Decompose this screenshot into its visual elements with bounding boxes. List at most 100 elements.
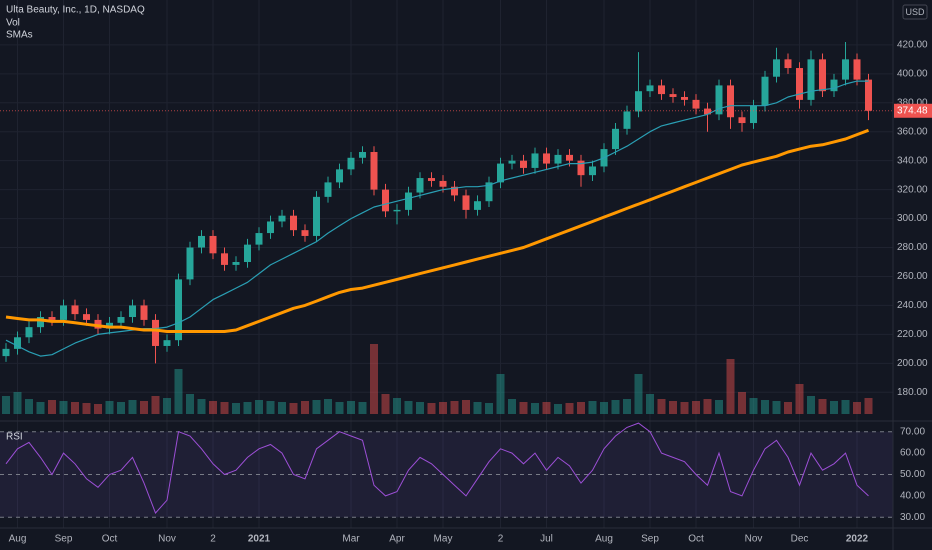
- candle-body: [37, 317, 44, 328]
- y-tick-label: 360.00: [897, 126, 928, 137]
- last-price-label: 374.48: [897, 105, 928, 116]
- rsi-tick-label: 50.00: [900, 469, 925, 480]
- volume-bar: [105, 401, 114, 414]
- candle-body: [163, 340, 171, 346]
- volume-bar: [508, 399, 516, 414]
- volume-bar: [220, 402, 229, 414]
- volume-bar: [623, 399, 631, 414]
- rsi-tick-label: 70.00: [900, 426, 925, 437]
- candle-body: [635, 91, 642, 112]
- volume-bar: [186, 394, 194, 414]
- x-tick-label: Dec: [791, 534, 809, 545]
- x-tick-label: 2022: [846, 534, 869, 545]
- volume-bar: [841, 400, 850, 414]
- y-tick-label: 340.00: [897, 155, 928, 166]
- volume-bar: [393, 398, 401, 414]
- volume-bar: [600, 402, 608, 414]
- x-tick-label: May: [434, 534, 453, 545]
- sma-label: SMAs: [6, 30, 33, 41]
- rsi-line: [5, 422, 869, 514]
- candle-body: [324, 182, 332, 197]
- x-tick-label: Mar: [342, 534, 360, 545]
- candle-body: [681, 96, 688, 100]
- y-tick-label: 400.00: [897, 68, 928, 79]
- candle-body: [853, 59, 861, 80]
- candle-body: [497, 163, 504, 183]
- volume-bar: [439, 402, 447, 414]
- candle-body: [508, 160, 516, 164]
- volume-bar: [588, 401, 597, 414]
- candle-body: [267, 221, 274, 234]
- candle-body: [531, 153, 539, 168]
- volume-bar: [163, 398, 171, 414]
- candle-body: [83, 314, 90, 320]
- candle-body: [750, 105, 757, 124]
- candle-body: [761, 76, 769, 106]
- x-tick-label: Sep: [641, 534, 659, 545]
- y-tick-label: 280.00: [897, 242, 928, 253]
- x-tick-label: Nov: [158, 534, 176, 545]
- candle-body: [382, 189, 389, 212]
- x-tick-label: Nov: [745, 534, 763, 545]
- candle-body: [71, 305, 79, 315]
- candle-body: [221, 253, 228, 265]
- volume-bar: [312, 400, 321, 414]
- y-tick-label: 180.00: [897, 387, 928, 398]
- volume-bar: [13, 392, 22, 414]
- candle-body: [175, 279, 182, 341]
- candle-body: [129, 305, 136, 318]
- candle-body: [738, 117, 746, 124]
- candle-body: [428, 178, 435, 181]
- last-price-box: [894, 103, 932, 118]
- rsi-tick-label: 60.00: [900, 448, 925, 459]
- volume-bar: [427, 403, 436, 414]
- x-tick-label: Oct: [688, 534, 704, 545]
- volume-bar: [117, 402, 125, 414]
- x-tick-label: 2021: [248, 534, 271, 545]
- volume-bar: [531, 403, 539, 414]
- volume-bar: [749, 398, 758, 414]
- candle-body: [451, 186, 458, 196]
- candle-body: [405, 192, 412, 210]
- y-tick-label: 380.00: [897, 97, 928, 108]
- volume-bar: [140, 401, 148, 414]
- rsi-band: [0, 431, 893, 518]
- volume-bar: [324, 399, 332, 414]
- currency-box[interactable]: [902, 4, 928, 20]
- volume-bar: [25, 399, 33, 414]
- volume-bar: [209, 401, 217, 414]
- volume-label: Vol: [6, 18, 20, 29]
- candle-body: [474, 201, 481, 210]
- candle-body: [566, 154, 573, 161]
- y-tick-label: 420.00: [897, 40, 928, 51]
- volume-bar: [128, 400, 137, 414]
- volume-bar: [48, 400, 56, 414]
- candle-body: [842, 59, 849, 80]
- volume-bar: [174, 369, 183, 414]
- x-tick-label: Apr: [389, 534, 405, 545]
- y-tick-label: 240.00: [897, 300, 928, 311]
- candle-body: [290, 215, 297, 231]
- volume-bar: [370, 344, 378, 414]
- candle-body: [244, 244, 251, 263]
- volume-bar: [347, 401, 355, 414]
- rsi-tick-label: 40.00: [900, 491, 925, 502]
- x-tick-label: Aug: [9, 534, 27, 545]
- candle-body: [819, 59, 826, 92]
- x-tick-label: Aug: [595, 534, 613, 545]
- volume-bar: [404, 401, 413, 414]
- rsi-tick-label: 30.00: [900, 512, 925, 523]
- volume-bar: [680, 402, 689, 414]
- candle-body: [301, 230, 309, 236]
- volume-bar: [197, 399, 206, 414]
- candle-body: [658, 85, 665, 95]
- candle-body: [359, 151, 366, 158]
- candle-body: [796, 68, 803, 100]
- candle-body: [336, 169, 343, 183]
- volume-bar: [289, 403, 298, 414]
- candle-body: [715, 85, 723, 115]
- candle-body: [60, 305, 67, 320]
- x-tick-label: Sep: [55, 534, 73, 545]
- volume-bar: [2, 396, 10, 414]
- sma-line: [5, 128, 870, 333]
